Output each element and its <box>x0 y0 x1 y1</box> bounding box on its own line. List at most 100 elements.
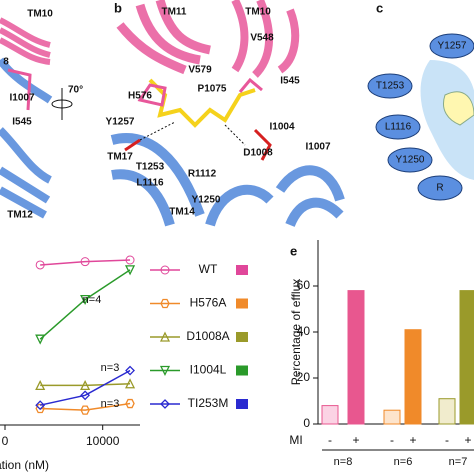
marker <box>80 405 90 415</box>
ligand-shape <box>443 91 474 126</box>
pocket <box>420 60 474 180</box>
residue-label: Y1250 <box>396 155 425 166</box>
y-tick-label: 40 <box>297 324 311 338</box>
group-label: n=8 <box>334 456 353 468</box>
structure-label: Y1257 <box>106 117 135 128</box>
marker <box>160 298 170 309</box>
category-label: - <box>328 433 332 447</box>
structure-label: I545 <box>12 117 32 128</box>
residue-node <box>387 147 433 173</box>
panel-letter: e <box>290 243 297 258</box>
bar <box>347 290 365 425</box>
bar <box>321 405 339 425</box>
residue-label: T1253 <box>376 81 405 92</box>
helix <box>231 0 300 78</box>
legend-swatch <box>236 265 248 275</box>
series-line <box>39 269 131 340</box>
helix <box>110 133 345 228</box>
marker <box>35 379 46 391</box>
annotation: n=4 <box>83 294 102 306</box>
structure-label: I1004 <box>269 122 294 133</box>
series-line <box>40 383 131 387</box>
structure-b <box>110 0 345 228</box>
schematic-c <box>420 60 474 180</box>
structure-label: T1253 <box>136 162 165 173</box>
bar <box>404 329 422 425</box>
residue-label: Y1257 <box>438 41 467 52</box>
rotation-icon <box>51 88 73 120</box>
structure-label: V579 <box>188 65 212 76</box>
x-axis-label: ation (nM) <box>0 458 49 472</box>
structure-label: R1112 <box>188 169 217 180</box>
marker <box>125 255 135 265</box>
h-bond <box>139 121 246 146</box>
residue-node <box>367 73 413 99</box>
structure-label: D1008 <box>243 148 273 159</box>
annotation: n=3 <box>101 362 120 374</box>
marker <box>159 331 171 342</box>
marker <box>80 257 90 267</box>
marker <box>80 294 91 306</box>
x-tick-label: 0 <box>2 434 9 448</box>
structure-label: I545 <box>280 76 300 87</box>
legend-label: TI253M <box>188 396 229 410</box>
legend-label: D1008A <box>186 329 229 343</box>
x-axis-label: MI <box>289 433 302 447</box>
y-tick-label: 20 <box>297 370 311 384</box>
marker <box>124 378 136 389</box>
legend-label: H576A <box>190 296 227 310</box>
structure-label: I1007 <box>305 142 330 153</box>
group-label: n=7 <box>449 456 468 468</box>
marker <box>125 365 135 376</box>
x-tick-label: 10000 <box>86 434 120 448</box>
legend-swatch <box>236 399 248 409</box>
marker <box>80 390 91 401</box>
bar <box>383 409 401 425</box>
residue-label: L1116 <box>385 122 412 133</box>
legend-swatch <box>236 298 248 309</box>
marker <box>124 265 136 276</box>
annotation: n=3 <box>101 398 120 410</box>
marker <box>160 265 170 275</box>
marker <box>80 379 91 391</box>
helix <box>0 17 51 65</box>
residue-node <box>417 175 463 201</box>
structure-label: TM11 <box>161 7 186 18</box>
category-label: + <box>464 433 471 447</box>
rotation-label: 70° <box>68 85 83 96</box>
bar <box>438 398 456 425</box>
series-line <box>40 369 131 406</box>
group-label: n=6 <box>394 456 413 468</box>
category-label: - <box>390 433 394 447</box>
series-line <box>40 402 131 411</box>
marker <box>35 260 45 270</box>
marker <box>159 365 171 376</box>
structure-label: V548 <box>250 33 274 44</box>
structure-label: I1007 <box>9 93 34 104</box>
structure-left <box>0 0 53 225</box>
series-line <box>40 259 131 266</box>
panel-letter: c <box>376 0 383 15</box>
y-tick-label: 0 <box>303 416 310 430</box>
structure-label: P1075 <box>198 84 227 95</box>
residue-label: R <box>436 183 443 194</box>
category-label: + <box>409 433 416 447</box>
structure-label: H576 <box>128 91 152 102</box>
residue-node <box>429 33 474 59</box>
legend-swatch <box>236 332 248 342</box>
marker <box>160 399 170 409</box>
bar <box>459 290 474 425</box>
structure-label: 8 <box>3 57 9 68</box>
marker <box>35 403 45 414</box>
marker <box>35 334 46 345</box>
side-chain <box>124 128 272 161</box>
structure-label: L1116 <box>136 178 164 189</box>
category-label: - <box>445 433 449 447</box>
side-chain <box>7 68 32 111</box>
structure-label: TM10 <box>245 7 271 18</box>
legend-label: WT <box>199 262 218 276</box>
marker <box>35 400 46 411</box>
category-label: + <box>352 433 359 447</box>
side-chain <box>137 77 263 107</box>
